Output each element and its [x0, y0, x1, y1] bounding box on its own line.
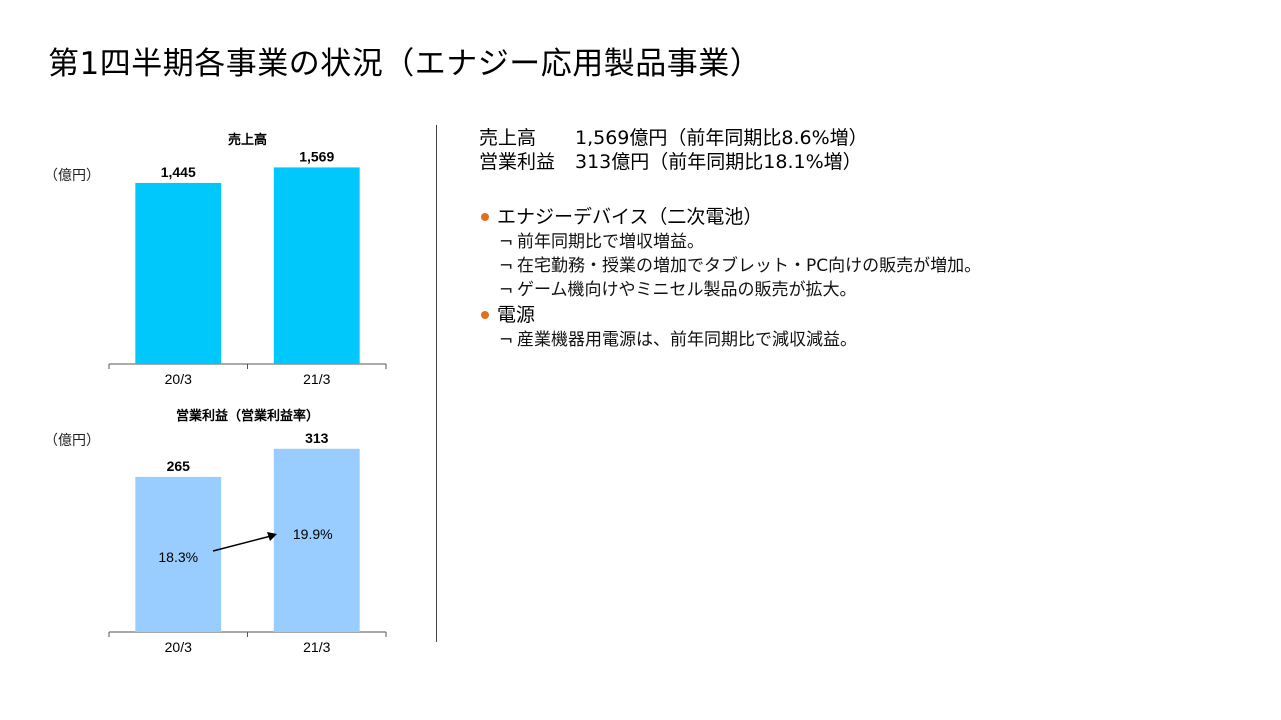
page-title: 第1四半期各事業の状況（エナジー応用製品事業）: [48, 46, 762, 82]
list-item-text: 産業機器用電源は、前年同期比で減収減益。: [517, 330, 857, 350]
profit-chart: 営業利益（営業利益率） 265 20/3 313 21/3 18.3% 19.9%: [108, 408, 387, 655]
bullet-dot-icon: [481, 213, 489, 221]
item-mark-icon: ¬: [499, 330, 514, 350]
list-item-text: 前年同期比で増収増益。: [517, 232, 704, 252]
x-tick-label: 20/3: [165, 371, 192, 387]
segments-list: エナジーデバイス（二次電池） ¬ 前年同期比で増収増益。 ¬ 在宅勤務・授業の増加で…: [479, 204, 1259, 352]
summary-sales-label: 売上高: [479, 127, 537, 149]
data-label: 1,445: [161, 164, 196, 180]
summary-sales-row: 売上高 1,569億円（前年同期比8.6%増）: [479, 126, 868, 150]
segment-heading-label: エナジーデバイス（二次電池）: [497, 206, 763, 228]
sales-unit-label: （億円）: [44, 168, 100, 184]
x-tick-label: 20/3: [165, 639, 192, 655]
margin-label: 19.9%: [293, 526, 333, 542]
item-mark-icon: ¬: [499, 256, 514, 276]
summary-block: 売上高 1,569億円（前年同期比8.6%増） 営業利益 313億円（前年同期比18…: [479, 126, 868, 174]
x-tick-label: 21/3: [303, 639, 330, 655]
summary-sales-value: 1,569億円（前年同期比8.6%増）: [575, 127, 868, 149]
profit-unit-label: （億円）: [44, 433, 100, 449]
summary-profit-label: 営業利益: [479, 151, 556, 173]
list-item: ¬ 産業機器用電源は、前年同期比で減収減益。: [479, 328, 1259, 352]
item-mark-icon: ¬: [499, 232, 514, 252]
item-mark-icon: ¬: [499, 280, 514, 300]
sales-chart: 売上高 1,445 20/3 1,569 21/3: [108, 132, 387, 387]
margin-label: 18.3%: [158, 549, 198, 565]
vertical-divider: [436, 125, 437, 642]
x-tick-label: 21/3: [303, 371, 330, 387]
segment-heading-power: 電源: [479, 302, 1259, 328]
bar: [135, 182, 222, 364]
chart-title: 営業利益（営業利益率）: [176, 408, 319, 424]
list-item: ¬ 前年同期比で増収増益。: [479, 230, 1259, 254]
bar: [273, 167, 360, 364]
summary-profit-row: 営業利益 313億円（前年同期比18.1%増）: [479, 150, 868, 174]
margin-arrow-head-icon: [267, 532, 277, 541]
list-item-text: 在宅勤務・授業の増加でタブレット・PC向けの販売が増加。: [517, 256, 982, 276]
segment-heading-label: 電源: [497, 304, 536, 326]
charts-canvas: 売上高 1,445 20/3 1,569 21/3 営業利益（営業利益率） 265 20/3…: [108, 132, 387, 655]
bar: [273, 448, 360, 632]
list-item-text: ゲーム機向けやミニセル製品の販売が拡大。: [517, 280, 857, 300]
bar: [135, 476, 222, 632]
summary-profit-value: 313億円（前年同期比18.1%増）: [575, 151, 862, 173]
list-item: ¬ 在宅勤務・授業の増加でタブレット・PC向けの販売が増加。: [479, 254, 1259, 278]
chart-title: 売上高: [228, 132, 267, 148]
margin-arrow-line: [212, 535, 272, 552]
bullet-dot-icon: [481, 311, 489, 319]
data-label: 265: [167, 458, 191, 474]
data-label: 1,569: [299, 148, 334, 164]
list-item: ¬ ゲーム機向けやミニセル製品の販売が拡大。: [479, 278, 1259, 302]
segment-heading-battery: エナジーデバイス（二次電池）: [479, 204, 1259, 230]
data-label: 313: [305, 430, 329, 446]
